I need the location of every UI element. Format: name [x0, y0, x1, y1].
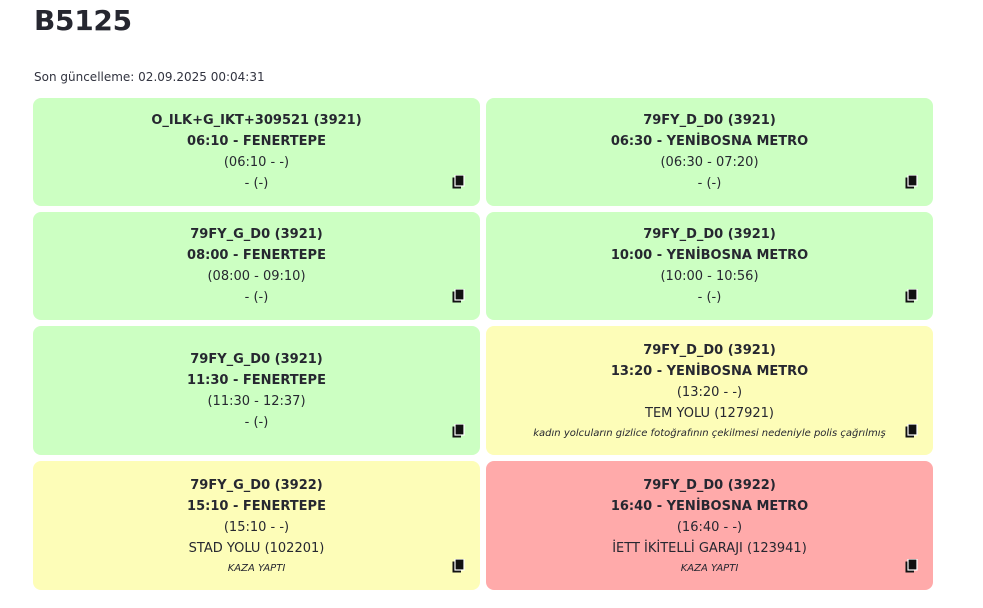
trip-times: (10:00 - 10:56) [660, 269, 759, 284]
copy-icon[interactable] [452, 175, 466, 189]
copy-icon[interactable] [452, 559, 466, 573]
trip-location: - (-) [697, 176, 722, 191]
last-update-text: Son güncelleme: 02.09.2025 00:04:31 [34, 70, 265, 84]
trip-code: O_ILK+G_IKT+309521 (3921) [151, 113, 362, 128]
trip-card: O_ILK+G_IKT+309521 (3921) 06:10 - FENERT… [33, 98, 480, 206]
trip-times: (13:20 - -) [676, 384, 743, 400]
trip-card: 79FY_G_D0 (3921) 11:30 - FENERTEPE (11:3… [33, 326, 480, 455]
trip-location: TEM YOLU (127921) [645, 405, 774, 421]
trip-times: (15:10 - -) [223, 519, 290, 535]
trip-location: - (-) [244, 414, 269, 430]
copy-icon[interactable] [452, 289, 466, 303]
trip-times: (06:30 - 07:20) [660, 155, 759, 170]
page-title: B5125 [34, 4, 132, 37]
trip-code: 79FY_G_D0 (3922) [190, 477, 323, 493]
trip-departure: 11:30 - FENERTEPE [187, 372, 326, 388]
trip-card: 79FY_D_D0 (3921) 10:00 - YENİBOSNA METRO… [486, 212, 933, 320]
trip-departure: 08:00 - FENERTEPE [187, 248, 326, 263]
trip-departure: 06:30 - YENİBOSNA METRO [610, 134, 809, 149]
copy-icon[interactable] [905, 424, 919, 438]
trip-code: 79FY_G_D0 (3921) [190, 351, 323, 367]
trip-times: (11:30 - 12:37) [207, 393, 306, 409]
trip-note: KAZA YAPTI [227, 562, 286, 574]
trip-departure: 15:10 - FENERTEPE [187, 498, 326, 514]
trip-departure: 16:40 - YENİBOSNA METRO [610, 498, 809, 514]
trip-departure: 13:20 - YENİBOSNA METRO [610, 363, 809, 379]
trip-times: (06:10 - -) [223, 155, 290, 170]
trip-note: kadın yolcuların gizlice fotoğrafının çe… [533, 427, 886, 439]
trip-code: 79FY_D_D0 (3922) [643, 477, 776, 493]
trip-card: 79FY_G_D0 (3922) 15:10 - FENERTEPE (15:1… [33, 461, 480, 590]
trip-card: 79FY_D_D0 (3921) 06:30 - YENİBOSNA METRO… [486, 98, 933, 206]
trip-card: 79FY_D_D0 (3922) 16:40 - YENİBOSNA METRO… [486, 461, 933, 590]
trip-location: - (-) [244, 290, 269, 305]
trip-departure: 10:00 - YENİBOSNA METRO [610, 248, 809, 263]
copy-icon[interactable] [905, 289, 919, 303]
trip-code: 79FY_D_D0 (3921) [643, 342, 776, 358]
trip-code: 79FY_D_D0 (3921) [643, 227, 776, 242]
trip-times: (16:40 - -) [676, 519, 743, 535]
copy-icon[interactable] [905, 559, 919, 573]
trip-card: 79FY_G_D0 (3921) 08:00 - FENERTEPE (08:0… [33, 212, 480, 320]
trip-location: İETT İKİTELLİ GARAJI (123941) [612, 540, 807, 556]
trip-departure: 06:10 - FENERTEPE [187, 134, 326, 149]
copy-icon[interactable] [905, 175, 919, 189]
trip-card: 79FY_D_D0 (3921) 13:20 - YENİBOSNA METRO… [486, 326, 933, 455]
trip-note: KAZA YAPTI [680, 562, 739, 574]
trip-location: STAD YOLU (102201) [188, 540, 325, 556]
trip-location: - (-) [697, 290, 722, 305]
trip-code: 79FY_D_D0 (3921) [643, 113, 776, 128]
copy-icon[interactable] [452, 424, 466, 438]
trip-times: (08:00 - 09:10) [207, 269, 306, 284]
trip-code: 79FY_G_D0 (3921) [190, 227, 323, 242]
trip-grid: O_ILK+G_IKT+309521 (3921) 06:10 - FENERT… [33, 98, 933, 590]
trip-location: - (-) [244, 176, 269, 191]
